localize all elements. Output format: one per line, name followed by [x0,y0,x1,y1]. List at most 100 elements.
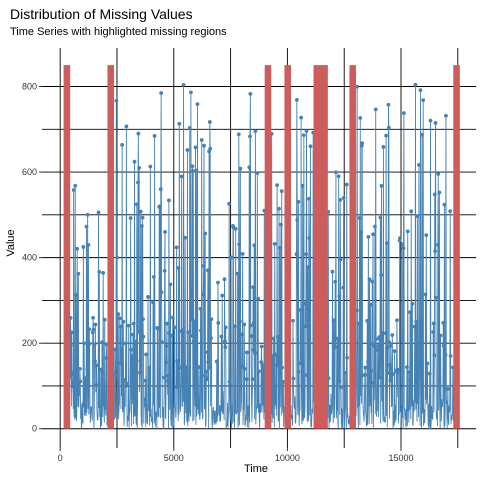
data-point [94,382,99,387]
data-point [70,384,75,389]
x-axis-label: Time [244,463,268,475]
data-point [131,321,136,326]
data-point [115,255,120,260]
data-point [152,133,157,138]
data-point [343,370,348,375]
data-point [339,385,343,390]
data-point [189,317,194,321]
data-point [85,367,90,371]
data-point [201,292,206,297]
data-point [160,340,164,345]
data-point [114,366,119,371]
data-point [205,350,210,355]
data-point [220,293,225,298]
data-point [395,371,400,375]
data-point [279,222,283,227]
data-point [191,169,196,173]
data-point [273,383,278,388]
data-point [155,326,160,331]
data-point [151,300,155,305]
data-point [164,344,169,348]
data-point [165,321,169,326]
data-point [207,120,212,124]
data-point [385,345,390,350]
data-point [195,102,200,107]
data-point [248,134,252,139]
data-point [413,82,418,87]
data-point [130,364,135,369]
data-point [214,359,219,364]
x-tick-label: 10000 [275,453,300,463]
data-point [69,330,74,335]
missing-region-bar [107,65,115,429]
data-point [97,269,102,274]
data-point [93,359,97,364]
data-point [248,323,253,328]
data-point [166,198,171,203]
data-point [271,336,276,341]
data-point [73,183,78,188]
data-point [183,381,188,386]
data-point [255,171,260,175]
data-point [359,229,363,234]
data-point [341,285,346,290]
data-point [409,209,414,214]
data-point [190,334,194,338]
data-point [216,280,220,285]
data-point [138,370,142,375]
data-point [128,216,133,220]
data-point [380,330,385,335]
data-point [305,373,309,377]
data-point [345,355,350,360]
data-point [303,324,308,329]
data-point [366,235,371,239]
data-point [187,125,192,130]
data-point [139,224,144,228]
x-tick-label: 0 [58,453,63,463]
data-point [189,290,194,295]
data-point [386,371,390,375]
data-point [177,121,182,126]
data-point [87,341,92,346]
data-point [249,334,254,339]
data-point [445,387,450,391]
data-point [444,113,448,118]
data-point [357,216,362,220]
data-point [386,102,391,107]
data-point [333,279,338,284]
data-point [182,375,186,380]
data-point [341,196,346,200]
data-point [175,358,180,363]
data-point [76,271,81,276]
data-point [433,121,438,125]
data-point [138,358,143,363]
data-point [166,378,171,383]
data-point [162,269,167,273]
data-point [183,235,188,240]
data-point [332,318,336,323]
data-point [428,118,433,123]
data-point [304,252,309,257]
data-point [219,334,224,339]
data-point [386,125,391,130]
data-point [334,170,338,175]
y-tick-label: 400 [22,253,37,263]
data-point [307,236,312,241]
data-point [133,339,138,344]
data-point [81,245,86,249]
data-point [372,344,377,349]
data-point [203,231,208,236]
data-point [93,322,98,327]
chart-title: Distribution of Missing Values [10,6,193,22]
data-point [360,141,365,146]
series-line [270,133,285,430]
data-point [117,316,122,321]
data-point [75,381,80,386]
missing-region-bar [264,65,272,429]
data-point [401,246,406,251]
data-point [251,285,255,290]
data-point [304,129,309,133]
data-point [376,344,380,348]
y-tick-label: 600 [22,167,37,177]
